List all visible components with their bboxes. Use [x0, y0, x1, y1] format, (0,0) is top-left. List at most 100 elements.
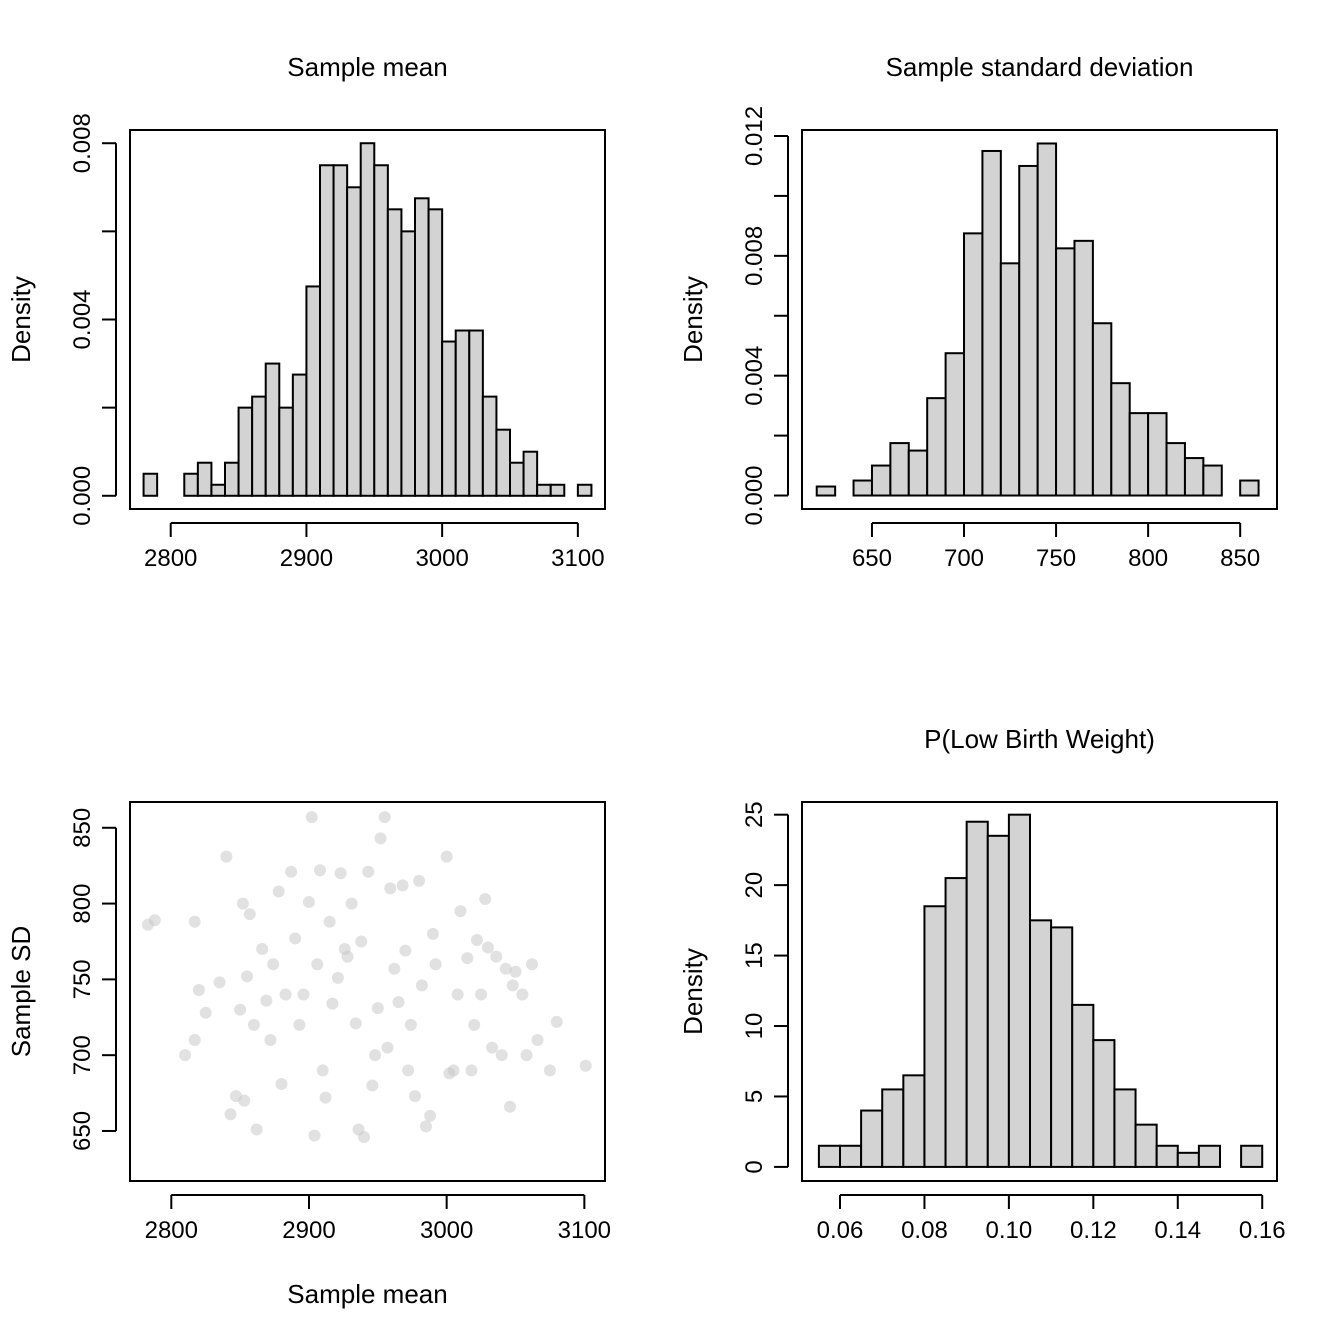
scatter-point	[426, 927, 439, 940]
histogram-bar	[963, 232, 984, 497]
histogram-bar	[1091, 322, 1113, 497]
y-tick-label: 25	[741, 801, 768, 828]
histogram-bar	[481, 395, 498, 497]
histogram-bar	[346, 186, 362, 497]
scatter-point	[311, 958, 324, 971]
x-tick-label: 0.06	[817, 1217, 864, 1244]
histogram-bar	[576, 483, 593, 497]
histogram-bar	[509, 461, 525, 497]
scatter-point	[550, 1015, 563, 1028]
plot-frame	[129, 801, 606, 1182]
histogram-bar	[1071, 1003, 1095, 1168]
histogram-bar	[889, 442, 910, 497]
scatter-point	[279, 988, 292, 1001]
y-tick-label: 800	[69, 884, 96, 924]
histogram-bar	[815, 485, 837, 497]
y-axis-label: Density	[6, 276, 36, 363]
scatter-point	[234, 1003, 247, 1016]
y-tick-label: 5	[741, 1090, 768, 1103]
scatter-point	[362, 865, 375, 878]
scatter-point	[220, 850, 233, 863]
histogram-bar	[1240, 1144, 1264, 1168]
scatter-point	[199, 1006, 212, 1019]
scatter-point	[388, 962, 401, 975]
y-axis-label: Density	[678, 948, 708, 1035]
scatter-point	[490, 950, 503, 963]
scatter-point	[396, 879, 409, 892]
x-tick-label: 2800	[145, 1217, 198, 1244]
x-axis-label: Sample mean	[287, 1279, 447, 1309]
histogram-bar	[210, 483, 227, 497]
histogram-bar	[142, 472, 159, 497]
histogram-bar	[549, 483, 566, 497]
histogram-bar	[224, 461, 240, 497]
scatter-point	[297, 988, 310, 1001]
histogram-bar	[278, 406, 294, 497]
histogram-bar	[1036, 142, 1058, 497]
x-tick-label: 0.10	[986, 1217, 1033, 1244]
scatter-point	[293, 1018, 306, 1031]
scatter-point	[275, 1077, 288, 1090]
histogram-bar	[870, 464, 892, 497]
scatter-point	[314, 864, 326, 877]
scatter-point	[302, 896, 315, 909]
scatter-point	[440, 850, 453, 863]
x-tick-label: 2900	[282, 1217, 335, 1244]
scatter-point	[420, 1120, 433, 1133]
histogram-bar	[1007, 813, 1032, 1168]
x-tick-label: 0.08	[901, 1217, 948, 1244]
scatter-point	[366, 1079, 379, 1092]
histogram-bar	[373, 164, 389, 497]
x-tick-label: 800	[1128, 545, 1168, 572]
scatter-point	[461, 952, 474, 965]
histogram-bar	[1202, 464, 1223, 497]
histogram-bar	[251, 395, 267, 497]
scatter-point	[179, 1049, 192, 1062]
histogram-bar	[1128, 412, 1150, 497]
histogram-bar	[1176, 1151, 1200, 1168]
scatter-point	[378, 811, 391, 824]
histogram-bar	[1029, 919, 1053, 1168]
y-tick-label: 0.008	[69, 113, 96, 173]
scatter-point	[520, 1049, 533, 1062]
y-tick-label: 650	[69, 1111, 96, 1151]
scatter-point	[392, 996, 405, 1009]
histogram-bar	[522, 450, 539, 497]
x-tick-label: 650	[852, 545, 892, 572]
histogram-bar	[468, 329, 484, 497]
scatter-point	[256, 943, 269, 956]
histogram-bar	[414, 197, 430, 497]
histogram-bar	[441, 340, 457, 497]
y-tick-label: 0.008	[741, 226, 768, 286]
scatter-point	[451, 988, 464, 1001]
scatter-point	[531, 1034, 544, 1047]
scatter-point	[413, 874, 426, 887]
y-tick-label: 0.000	[741, 465, 768, 525]
scatter-point	[381, 1041, 394, 1054]
scatter-point	[495, 1049, 508, 1062]
scatter-point	[399, 944, 412, 957]
scatter-point	[579, 1059, 592, 1072]
scatter-point	[371, 1002, 384, 1015]
scatter-point	[289, 932, 302, 945]
scatter-point	[454, 905, 467, 918]
chart-title: Sample standard deviation	[886, 52, 1194, 82]
histogram-bar	[1155, 1144, 1179, 1168]
plot-frame	[129, 129, 606, 510]
x-tick-label: 750	[1036, 545, 1076, 572]
scatter-point	[341, 950, 354, 963]
x-tick-label: 2900	[280, 545, 333, 572]
histogram-bar	[400, 230, 416, 497]
histogram-bar	[495, 428, 511, 497]
scatter-point	[260, 994, 273, 1007]
x-tick-label: 3100	[551, 545, 604, 572]
histogram-bar	[1165, 442, 1186, 497]
y-tick-label: 0.000	[69, 466, 96, 526]
histogram-bar	[1050, 926, 1074, 1168]
x-tick-label: 3000	[420, 1217, 473, 1244]
histogram-bar	[999, 262, 1021, 497]
histogram-bar	[860, 1109, 884, 1168]
histogram-bar	[1055, 247, 1076, 497]
scatter-point	[188, 915, 201, 928]
